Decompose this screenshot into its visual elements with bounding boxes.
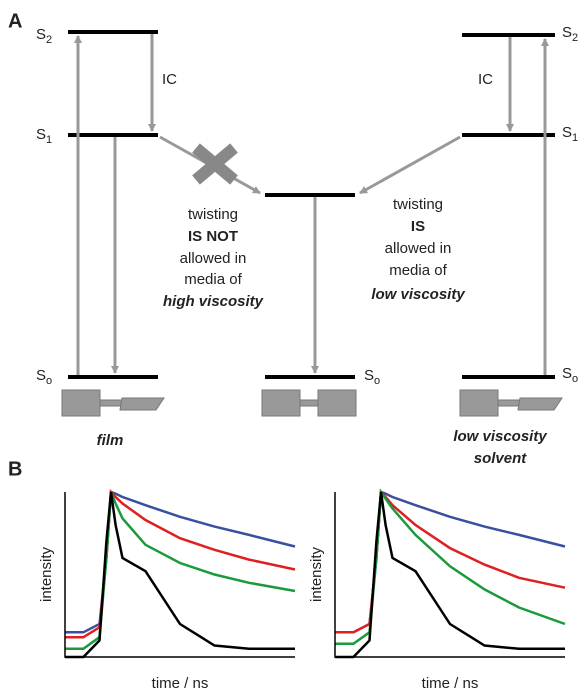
ic-label: IC — [478, 71, 493, 88]
arrows — [74, 34, 549, 375]
note-line: allowed in — [180, 250, 247, 267]
decay-curve — [65, 490, 296, 634]
note-line: allowed in — [385, 240, 452, 257]
high-viscosity-note: twisting IS NOT allowed in media of high… — [163, 206, 264, 310]
level-label: So — [364, 367, 380, 387]
x-axis-label: time / ns — [422, 675, 479, 692]
level-label: So — [562, 365, 578, 385]
molecule-icons — [61, 389, 563, 417]
note-line: high viscosity — [163, 293, 264, 310]
low-viscosity-note: twisting IS allowed in media of low visc… — [371, 196, 465, 303]
caption: film — [97, 432, 124, 449]
energy-levels — [68, 30, 555, 379]
level-label: So — [36, 367, 52, 387]
decay-curve — [335, 488, 566, 646]
ic-label: IC — [162, 71, 177, 88]
panel-label: A — [8, 10, 22, 32]
y-axis-label: intensity — [308, 546, 325, 602]
note-line: IS — [411, 218, 425, 235]
decay-curve — [335, 491, 565, 659]
caption: solvent — [474, 450, 528, 467]
y-axis-label: intensity — [38, 546, 55, 602]
level-label: S2 — [36, 26, 52, 46]
panel-label: B — [8, 458, 22, 480]
note-line: twisting — [393, 196, 443, 213]
level-labels: S2 S1 So So S2 S1 So — [36, 24, 578, 387]
decay-curve — [65, 489, 296, 639]
axis-frame — [334, 492, 565, 658]
x-axis-label: time / ns — [152, 675, 209, 692]
level-label: S1 — [562, 124, 578, 144]
level-label: S2 — [562, 24, 578, 44]
level-label: S1 — [36, 126, 52, 146]
note-line: twisting — [188, 206, 238, 223]
caption: low viscosity — [453, 428, 547, 445]
note-line: media of — [389, 262, 447, 279]
note-line: low viscosity — [371, 286, 465, 303]
axis-frame — [64, 492, 295, 658]
blocked-mark — [192, 143, 238, 185]
decay-curve — [65, 491, 296, 651]
note-line: IS NOT — [188, 228, 238, 245]
decay-curve — [335, 489, 566, 634]
decay-curve — [65, 491, 295, 659]
note-line: media of — [184, 271, 242, 288]
